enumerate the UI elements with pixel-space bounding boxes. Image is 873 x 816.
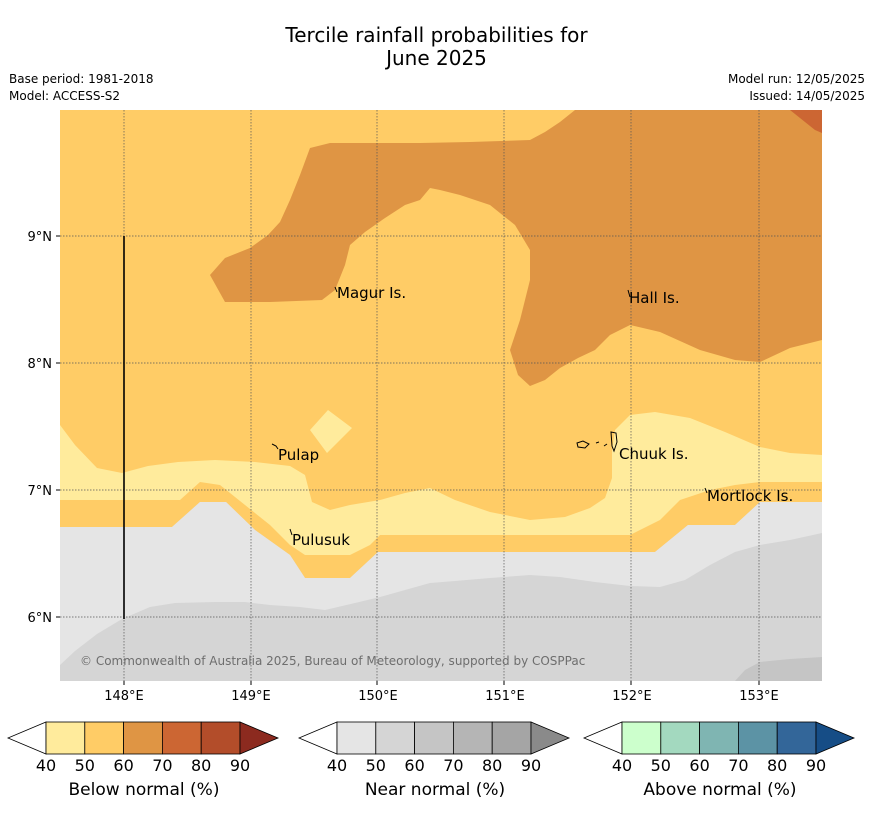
colorbar-tick-label: 60 <box>404 756 425 775</box>
colorbar-group <box>6 721 856 755</box>
near-60-region <box>735 657 822 681</box>
colorbar-segment <box>452 721 493 755</box>
below-normal-label: Below normal (%) <box>68 780 220 800</box>
colorbar-segment <box>621 721 662 755</box>
place-label-pulusuk: Pulusuk <box>292 531 350 549</box>
colorbar-segment <box>414 721 454 755</box>
place-label-pulap: Pulap <box>278 446 319 464</box>
x-tick-label: 152°E <box>612 689 652 704</box>
y-tick-label: 7°N <box>28 484 53 499</box>
colorbar-left-arrow <box>297 721 338 755</box>
colorbar-right-arrow <box>530 721 571 755</box>
above-normal-label: Above normal (%) <box>643 780 797 800</box>
colorbar-segment <box>776 721 817 755</box>
below-colorbar <box>6 721 280 755</box>
colorbar-left-arrow <box>582 721 623 755</box>
colorbar-segment <box>123 721 163 755</box>
colorbar-segment <box>336 721 377 755</box>
colorbar-segment <box>491 721 532 755</box>
mortlock-island-shape <box>704 487 708 494</box>
near-colorbar <box>297 721 571 755</box>
colorbar-left-arrow <box>6 721 47 755</box>
place-label-chuuk: Chuuk Is. <box>619 445 688 463</box>
colorbar-segment <box>84 721 125 755</box>
colorbar-segment <box>45 721 86 755</box>
colorbar-segment <box>699 721 739 755</box>
colorbar-tick-label: 50 <box>74 756 95 775</box>
pulap-island-shape <box>271 443 279 450</box>
y-tick-label: 9°N <box>28 230 53 245</box>
colorbar-tick-label: 60 <box>113 756 134 775</box>
hall-island-shape <box>627 289 631 298</box>
magur-island-shape <box>334 286 338 293</box>
issued-text: Issued: 14/05/2025 <box>749 89 865 103</box>
model-run-text: Model run: 12/05/2025 <box>727 72 865 86</box>
chuuk-island-shape-1 <box>576 440 590 449</box>
model-text: Model: ACCESS-S2 <box>9 89 121 103</box>
below-60-region <box>210 110 822 386</box>
colorbar-tick-label: 80 <box>191 756 212 775</box>
colorbar-right-arrow <box>239 721 280 755</box>
colorbar-tick-label: 50 <box>365 756 386 775</box>
colorbar-tick-label: 50 <box>650 756 671 775</box>
y-tick-label: 8°N <box>28 357 53 372</box>
chuuk-island-shape-3 <box>610 431 618 453</box>
colorbar-segment <box>161 721 202 755</box>
chart-title-line1: Tercile rainfall probabilities for <box>285 23 588 47</box>
colorbar-tick-label: 40 <box>35 756 57 775</box>
island-outlines <box>271 286 708 536</box>
near-normal-label: Near normal (%) <box>364 780 506 800</box>
below-40-region <box>60 412 822 555</box>
pulusuk-island-shape <box>289 528 293 536</box>
x-tick-label: 153°E <box>739 689 779 704</box>
colorbar-tick-label: 80 <box>767 756 788 775</box>
below-70-region <box>790 110 822 133</box>
colorbar-right-arrow <box>815 721 856 755</box>
x-tick-label: 148°E <box>104 689 144 704</box>
colorbar-tick-label: 40 <box>326 756 348 775</box>
colorbar-tick-label: 70 <box>728 756 749 775</box>
x-tick-label: 150°E <box>358 689 398 704</box>
colorbar-tick-label: 60 <box>689 756 710 775</box>
copyright-text: © Commonwealth of Australia 2025, Bureau… <box>80 654 585 668</box>
near-40-region <box>60 502 822 665</box>
colorbar-segment <box>738 721 778 755</box>
colorbar-tick-label: 40 <box>611 756 633 775</box>
axis-ticks <box>56 235 760 685</box>
below-40-patch <box>310 410 352 453</box>
base-period-text: Base period: 1981-2018 <box>9 72 154 86</box>
colorbar-segment <box>200 721 241 755</box>
chart-title-line2: June 2025 <box>386 46 487 70</box>
place-label-mortlock: Mortlock Is. <box>707 487 793 505</box>
colorbar-tick-label: 90 <box>229 756 251 775</box>
colorbar-segment <box>375 721 415 755</box>
colorbar-tick-label: 90 <box>805 756 827 775</box>
chuuk-island-shape-2 <box>595 441 608 447</box>
x-tick-label: 149°E <box>231 689 271 704</box>
colorbar-tick-label: 70 <box>443 756 464 775</box>
colorbar-tick-label: 80 <box>482 756 503 775</box>
colorbar-tick-label: 90 <box>520 756 542 775</box>
place-label-magur: Magur Is. <box>337 284 406 302</box>
above-colorbar <box>582 721 856 755</box>
colorbar-segment <box>660 721 700 755</box>
place-label-hall: Hall Is. <box>629 289 680 307</box>
colorbar-tick-label: 70 <box>152 756 173 775</box>
x-tick-label: 151°E <box>485 689 525 704</box>
y-tick-label: 6°N <box>28 611 53 626</box>
